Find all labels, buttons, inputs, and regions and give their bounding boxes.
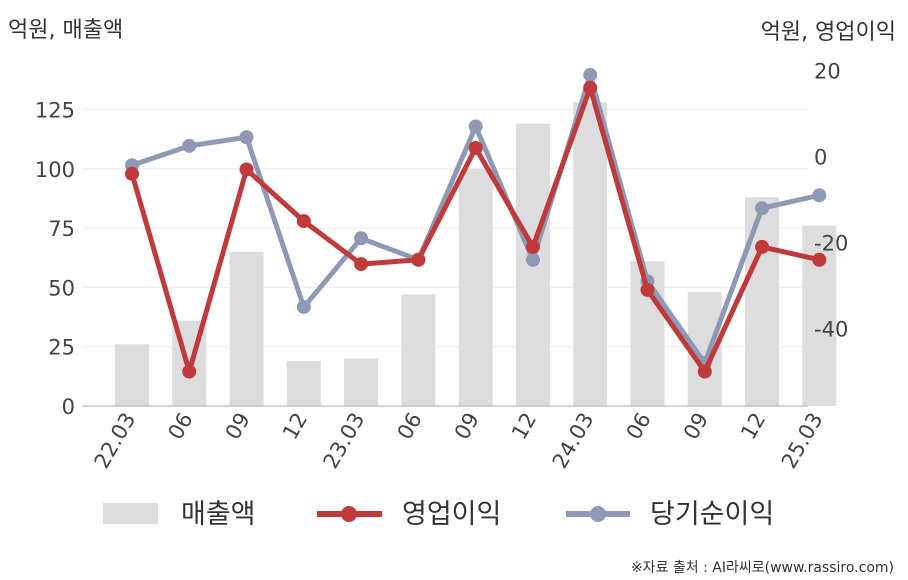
x-axis-tick-label: 22.03 xyxy=(89,409,140,473)
left-axis-ticks: 0 25 50 75 100 125 xyxy=(35,98,75,419)
right-axis-tick-label: 20 xyxy=(814,60,841,84)
x-axis-tick-label: 09 xyxy=(450,409,484,444)
left-axis-tick-label: 25 xyxy=(48,336,75,360)
left-axis-tick-label: 100 xyxy=(35,158,75,182)
net-income-point xyxy=(812,188,827,203)
x-axis-tick-label: 24.03 xyxy=(548,409,599,473)
net-income-point xyxy=(182,138,197,153)
legend-swatch-net-income-marker xyxy=(590,506,606,522)
right-axis-tick-label: 0 xyxy=(814,146,827,170)
net-income-point xyxy=(296,300,311,315)
x-axis-tick-label: 12 xyxy=(278,409,312,444)
legend-swatch-operating-profit-marker xyxy=(341,506,357,522)
revenue-bar xyxy=(286,360,321,406)
operating-profit-point xyxy=(125,166,139,181)
right-axis-tick-label: -20 xyxy=(814,232,848,256)
net-income-point xyxy=(354,231,369,246)
right-axis-tick-label: -40 xyxy=(814,318,848,342)
x-axis-tick-label: 06 xyxy=(163,409,197,444)
operating-profit-point xyxy=(354,257,369,272)
x-axis-tick-label: 25.03 xyxy=(777,409,828,473)
right-axis-unit-label: 억원, 영업이익 xyxy=(761,20,896,45)
revenue-bar xyxy=(458,168,493,406)
operating-profit-point xyxy=(182,364,197,379)
x-axis-tick-label: 09 xyxy=(679,409,713,444)
operating-profit-point xyxy=(411,252,426,267)
revenue-bar xyxy=(115,344,149,406)
net-income-point xyxy=(583,67,598,82)
revenue-bar xyxy=(229,251,264,406)
left-axis-tick-label: 50 xyxy=(48,276,75,300)
operating-profit-point xyxy=(755,239,770,254)
operating-profit-point xyxy=(239,162,254,177)
net-income-point xyxy=(755,201,770,216)
revenue-bar xyxy=(573,102,608,407)
left-axis-tick-label: 0 xyxy=(62,395,75,419)
operating-profit-point xyxy=(697,364,712,379)
operating-profit-point xyxy=(525,239,540,254)
net-income-point xyxy=(239,130,254,145)
revenue-bar xyxy=(344,358,379,406)
x-axis-ticks: 22.03 06 09 12 23.03 06 09 12 24.03 06 09 12 25.03 xyxy=(89,409,827,473)
left-axis-tick-label: 75 xyxy=(48,217,75,241)
revenue-bar xyxy=(745,197,780,406)
source-note: ※자료 출처 : AI라씨로(www.rassiro.com) xyxy=(631,560,894,576)
legend-label-revenue: 매출액 xyxy=(181,499,256,530)
left-axis-unit-label: 억원, 매출액 xyxy=(8,18,123,43)
legend: 매출액 영업이익 당기순이익 xyxy=(103,499,774,530)
operating-profit-point xyxy=(583,80,598,95)
profit-lines xyxy=(125,67,827,379)
operating-profit-point xyxy=(296,214,311,229)
x-axis-tick-label: 12 xyxy=(507,409,541,444)
net-income-point xyxy=(525,252,540,267)
x-axis-tick-label: 06 xyxy=(622,409,656,444)
operating-profit-point xyxy=(640,282,655,297)
x-axis-tick-label: 09 xyxy=(221,409,255,444)
right-axis-ticks: -40 -20 0 20 xyxy=(814,60,848,342)
revenue-bar xyxy=(401,294,436,406)
legend-swatch-revenue xyxy=(103,503,158,524)
x-axis-tick-label: 06 xyxy=(393,409,427,444)
operating-profit-point xyxy=(812,252,827,267)
x-axis-tick-label: 23.03 xyxy=(319,409,370,473)
left-axis-tick-label: 125 xyxy=(35,98,75,122)
net-income-point xyxy=(468,119,483,134)
legend-label-net-income: 당기순이익 xyxy=(650,499,774,530)
revenue-bars xyxy=(115,102,837,407)
x-axis-tick-label: 12 xyxy=(736,409,770,444)
legend-label-operating-profit: 영업이익 xyxy=(402,499,501,530)
operating-profit-point xyxy=(468,141,483,155)
